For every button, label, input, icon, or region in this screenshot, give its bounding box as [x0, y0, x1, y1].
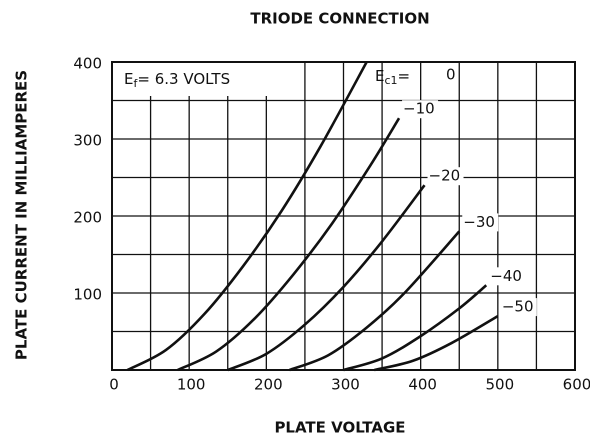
label-bg	[427, 167, 464, 186]
series-label: −50	[502, 298, 534, 316]
label-bg	[462, 213, 499, 232]
note-part: f	[133, 77, 138, 90]
series-prefix-part: =	[398, 67, 411, 85]
x-tick-label: 400	[408, 376, 437, 394]
curve	[343, 284, 488, 372]
note: Ef= 6.3 VOLTS	[124, 70, 230, 91]
curve	[177, 117, 401, 372]
y-tick-label: 400	[73, 55, 102, 73]
series-prefix: Ec1=	[375, 67, 410, 88]
curve	[126, 61, 368, 372]
curve	[227, 184, 426, 372]
series-prefix-part: c1	[384, 74, 397, 87]
series-label: −40	[490, 267, 522, 285]
x-tick-label: 200	[254, 376, 283, 394]
x-tick-label: 100	[177, 376, 206, 394]
x-tick-label: 0	[109, 376, 119, 394]
x-tick-label: 300	[331, 376, 360, 394]
note-part: E	[124, 70, 133, 88]
series-label: −30	[463, 213, 495, 231]
y-axis-label: PLATE CURRENT IN MILLIAMPERES	[13, 70, 31, 360]
label-bg	[500, 298, 537, 317]
label-bg	[489, 267, 526, 286]
y-tick-label: 100	[73, 286, 102, 304]
y-tick-label: 200	[73, 209, 102, 227]
series-prefix-part: E	[375, 67, 384, 85]
chart-title: TRIODE CONNECTION	[250, 10, 429, 28]
note-box	[113, 63, 299, 96]
curve	[374, 314, 499, 372]
x-tick-label: 600	[563, 376, 590, 394]
curve	[289, 230, 461, 372]
series-label: −10	[403, 100, 435, 118]
y-tick-label: 300	[73, 132, 102, 150]
label-bg	[402, 100, 439, 119]
note-part: = 6.3 VOLTS	[137, 70, 230, 88]
x-tick-label: 500	[486, 376, 515, 394]
x-axis-label: PLATE VOLTAGE	[274, 419, 405, 437]
series-label: 0	[446, 66, 456, 84]
series-label: −20	[429, 167, 461, 185]
